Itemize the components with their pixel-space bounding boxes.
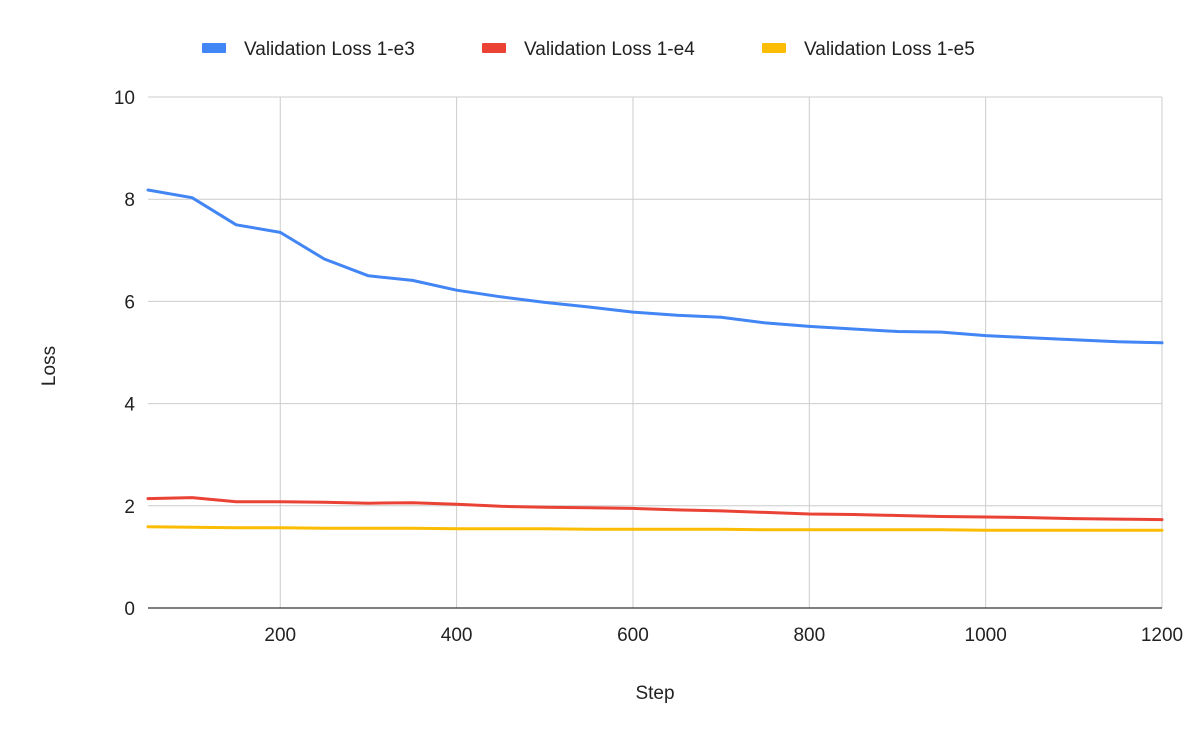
legend-swatch xyxy=(482,43,506,53)
y-axis-label: Loss xyxy=(39,346,60,386)
series-layer xyxy=(146,188,1164,532)
series-line-3 xyxy=(146,525,1164,532)
legend: Validation Loss 1-e3 Validation Loss 1-e4… xyxy=(202,39,975,60)
x-tick-label: 1200 xyxy=(1141,625,1183,646)
y-tick-label: 2 xyxy=(124,497,135,518)
legend-label: Validation Loss 1-e3 xyxy=(244,39,415,60)
axes: 0 2 4 6 8 10 200 400 600 800 1000 1200 xyxy=(114,88,1183,646)
y-tick-label: 10 xyxy=(114,88,135,109)
legend-swatch xyxy=(202,43,226,53)
y-tick-label: 8 xyxy=(124,190,135,211)
legend-item-1[interactable]: Validation Loss 1-e3 xyxy=(202,39,415,60)
legend-item-3[interactable]: Validation Loss 1-e5 xyxy=(762,39,975,60)
gridlines xyxy=(148,96,1163,608)
legend-label: Validation Loss 1-e5 xyxy=(804,39,975,60)
y-tick-label: 6 xyxy=(124,292,135,313)
x-tick-label: 600 xyxy=(617,625,649,646)
series-line-1 xyxy=(146,188,1164,345)
series-line-2 xyxy=(146,496,1164,522)
x-tick-label: 1000 xyxy=(965,625,1007,646)
x-tick-label: 400 xyxy=(441,625,473,646)
y-tick-label: 0 xyxy=(124,599,135,620)
legend-item-2[interactable]: Validation Loss 1-e4 xyxy=(482,39,695,60)
y-tick-label: 4 xyxy=(124,395,135,416)
x-axis-label: Step xyxy=(635,683,674,704)
x-tick-label: 200 xyxy=(264,625,296,646)
legend-label: Validation Loss 1-e4 xyxy=(524,39,695,60)
x-tick-label: 800 xyxy=(793,625,825,646)
legend-swatch xyxy=(762,43,786,53)
